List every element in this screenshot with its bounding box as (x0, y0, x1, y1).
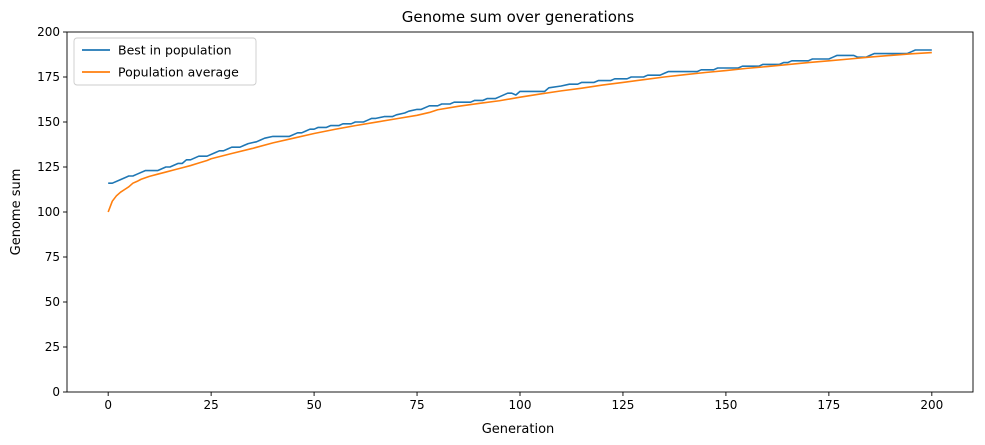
axes-frame (66, 31, 974, 393)
y-tick-label: 75 (45, 250, 60, 264)
legend: Best in population Population average (73, 37, 257, 86)
x-tick-label: 25 (203, 398, 218, 412)
x-tick-label: 50 (306, 398, 321, 412)
y-tick-label: 150 (37, 115, 60, 129)
y-tick-label: 125 (37, 160, 60, 174)
y-axis: 0 25 50 75 100 125 150 175 200 (37, 25, 67, 399)
x-tick-label: 200 (920, 398, 943, 412)
series-line-1 (107, 51, 932, 213)
x-tick-label: 150 (714, 398, 737, 412)
series-line-0 (108, 49, 932, 184)
legend-label: Best in population (118, 43, 232, 58)
legend-label: Population average (118, 65, 239, 80)
y-tick-label: 175 (37, 70, 60, 84)
x-tick-label: 100 (509, 398, 532, 412)
y-tick-label: 25 (45, 340, 60, 354)
y-tick-label: 100 (37, 205, 60, 219)
x-axis-label: Generation (482, 422, 555, 437)
x-tick-label: 175 (817, 398, 840, 412)
x-tick-label: 125 (612, 398, 635, 412)
y-tick-label: 0 (52, 385, 60, 399)
x-tick-label: 0 (104, 398, 112, 412)
legend-box (73, 37, 257, 86)
y-tick-label: 50 (45, 295, 60, 309)
y-tick-label: 200 (37, 25, 60, 39)
chart-title: Genome sum over generations (402, 8, 635, 26)
x-tick-label: 75 (409, 398, 424, 412)
y-axis-label: Genome sum (9, 169, 24, 256)
series-lines (107, 49, 932, 213)
x-axis: 0 25 50 75 100 125 150 175 200 (104, 392, 943, 412)
